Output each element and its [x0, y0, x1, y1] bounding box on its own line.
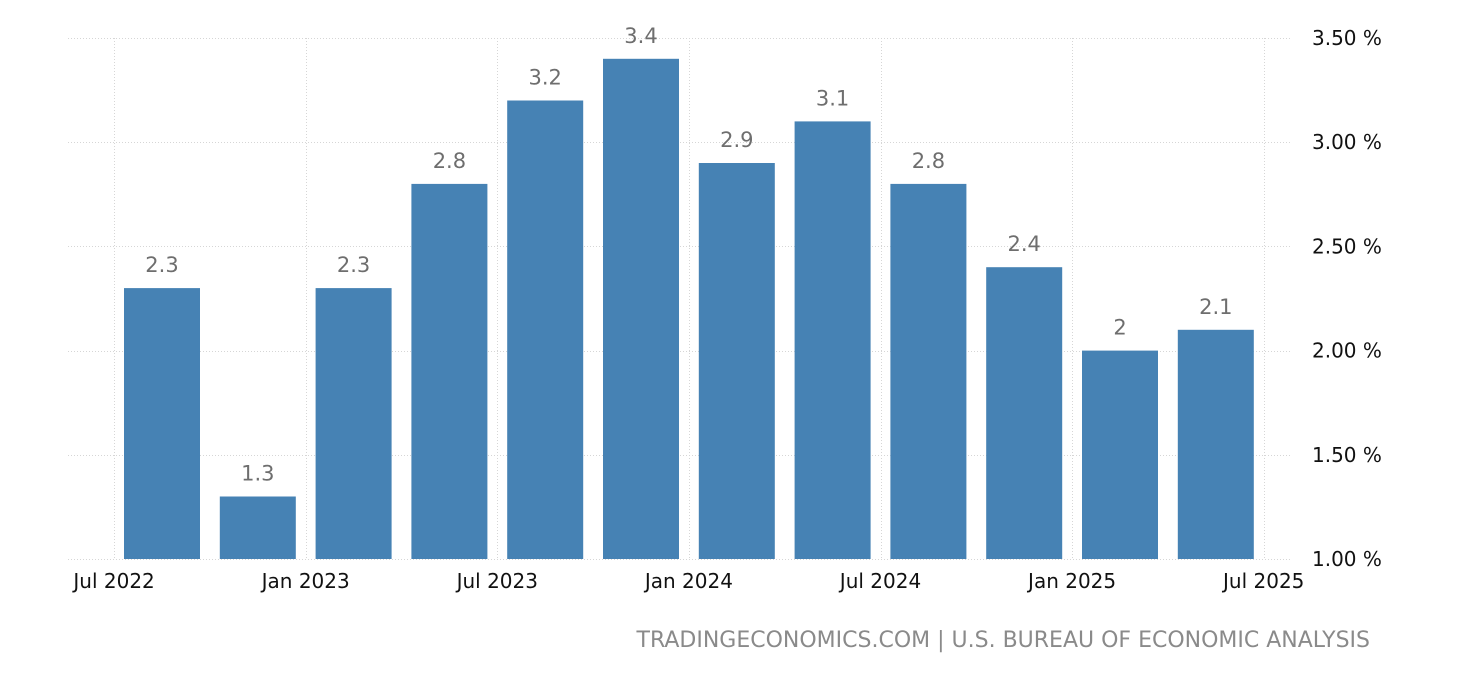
y-tick-label: 3.50 % — [1312, 26, 1382, 50]
y-tick-label: 3.00 % — [1312, 130, 1382, 154]
bar-2023-q4 — [603, 58, 679, 560]
bars — [124, 58, 1254, 560]
value-label: 1.3 — [241, 462, 274, 486]
bar-2023-q2 — [411, 183, 488, 559]
x-tick-label: Jan 2023 — [260, 569, 350, 593]
value-label: 2.3 — [337, 253, 370, 277]
bar-chart: 2.3 1.3 2.3 2.8 3.2 3.4 2.9 3.1 2.8 2.4 2 2.1 Jul 2… — [68, 24, 1382, 593]
y-tick-label: 2.00 % — [1312, 339, 1382, 363]
bar-2024-q1 — [698, 163, 775, 559]
value-label: 3.1 — [816, 86, 849, 110]
value-label: 2.8 — [433, 149, 466, 173]
y-axis-ticks: 1.00 % 1.50 % 2.00 % 2.50 % 3.00 % 3.50 % — [1312, 26, 1382, 571]
value-label: 2.8 — [912, 149, 945, 173]
x-tick-label: Jan 2025 — [1026, 569, 1116, 593]
x-tick-label: Jul 2025 — [1221, 569, 1304, 593]
value-label: 2.1 — [1199, 295, 1232, 319]
bar-2025-q2 — [1177, 329, 1254, 559]
value-label: 3.2 — [528, 66, 561, 90]
value-label: 2.9 — [720, 128, 753, 152]
bar-2025-q1 — [1082, 350, 1158, 559]
bar-2022-q4 — [219, 496, 296, 559]
y-tick-label: 1.00 % — [1312, 547, 1382, 571]
bar-2024-q3 — [890, 183, 967, 559]
value-label: 2 — [1113, 316, 1126, 340]
value-label: 2.4 — [1007, 232, 1040, 256]
x-tick-label: Jan 2024 — [643, 569, 733, 593]
x-tick-label: Jul 2022 — [71, 569, 154, 593]
bar-2024-q2 — [794, 121, 871, 560]
bar-2023-q3 — [507, 100, 584, 559]
x-tick-label: Jul 2024 — [838, 569, 921, 593]
y-tick-label: 1.50 % — [1312, 443, 1382, 467]
value-labels: 2.3 1.3 2.3 2.8 3.2 3.4 2.9 3.1 2.8 2.4 2 2.1 — [145, 24, 1232, 486]
bar-2023-q1 — [315, 288, 392, 559]
x-axis-ticks: Jul 2022 Jan 2023 Jul 2023 Jan 2024 Jul 2024… — [71, 569, 1304, 593]
x-tick-label: Jul 2023 — [455, 569, 538, 593]
bar-2022-q3 — [124, 288, 200, 559]
bar-2024-q4 — [986, 267, 1063, 559]
value-label: 2.3 — [145, 253, 178, 277]
value-label: 3.4 — [624, 24, 657, 48]
source-attribution: TRADINGECONOMICS.COM | U.S. BUREAU OF EC… — [636, 628, 1370, 653]
y-tick-label: 2.50 % — [1312, 234, 1382, 258]
